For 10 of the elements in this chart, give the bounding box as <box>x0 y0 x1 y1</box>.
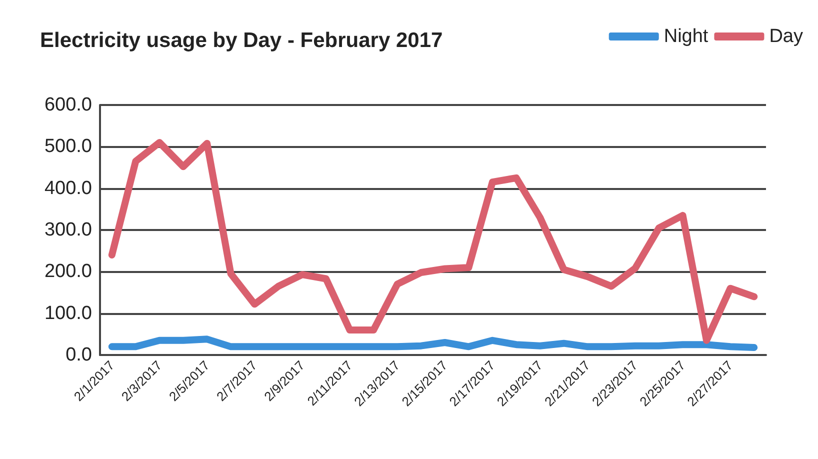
y-tick-label: 300.0 <box>44 220 92 240</box>
y-tick-label: 400.0 <box>44 178 92 199</box>
legend-label: Night <box>664 26 709 47</box>
y-tick-label: 0.0 <box>66 344 92 366</box>
y-tick-label: 500.0 <box>44 136 92 158</box>
chart-title: Electricity usage by Day - February 2017 <box>40 29 443 52</box>
y-tick-label: 100.0 <box>44 302 92 324</box>
legend-label: Day <box>769 26 804 47</box>
y-tick-label: 600.0 <box>44 94 92 116</box>
y-tick-label: 200.0 <box>44 261 92 282</box>
